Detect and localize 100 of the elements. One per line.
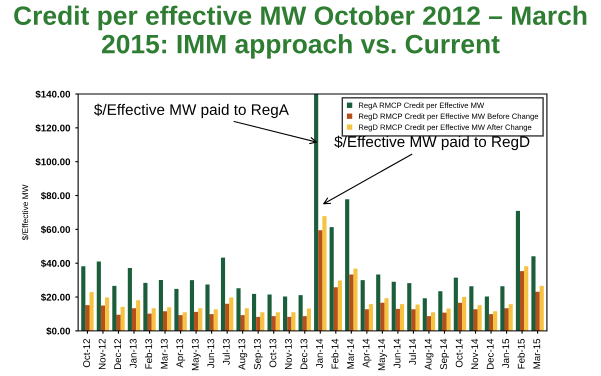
bar bbox=[345, 199, 350, 331]
bar bbox=[174, 288, 179, 331]
x-tick-label: Oct-14 bbox=[456, 338, 463, 368]
bar bbox=[478, 305, 482, 331]
x-tick-label: Jul-14 bbox=[408, 338, 416, 365]
x-tick-label: May-13 bbox=[192, 338, 201, 370]
bar bbox=[484, 296, 489, 331]
bar bbox=[473, 309, 478, 331]
bar bbox=[426, 316, 432, 331]
bar bbox=[272, 316, 276, 331]
bar bbox=[268, 294, 272, 331]
bar bbox=[422, 298, 427, 331]
x-tick-label: Mar-15 bbox=[533, 338, 540, 369]
bar bbox=[229, 298, 234, 331]
y-tick-label: $0.00 bbox=[46, 327, 70, 336]
bar bbox=[364, 309, 369, 331]
bar bbox=[469, 286, 474, 331]
x-tick-label: Aug-14 bbox=[424, 338, 434, 370]
bar bbox=[520, 271, 524, 331]
x-tick-label: Nov-13 bbox=[284, 338, 292, 370]
bar bbox=[384, 298, 389, 331]
bar bbox=[540, 286, 544, 331]
bar bbox=[415, 304, 420, 331]
bar bbox=[190, 280, 194, 331]
bar bbox=[392, 282, 396, 331]
bar bbox=[105, 298, 110, 331]
bar bbox=[400, 304, 404, 331]
bar bbox=[198, 308, 202, 331]
x-tick-label: Feb-13 bbox=[145, 338, 152, 369]
bar bbox=[314, 94, 318, 331]
bar bbox=[508, 304, 513, 331]
y-tick-label: $120.00 bbox=[35, 124, 70, 132]
x-tick-label: Oct-13 bbox=[269, 338, 276, 368]
bar bbox=[488, 314, 494, 331]
x-tick-label: Apr-14 bbox=[362, 338, 372, 368]
annotation: $/Effective MW paid to RegA bbox=[94, 104, 289, 118]
bar bbox=[260, 312, 264, 331]
bar bbox=[147, 314, 152, 331]
x-tick-label: Dec-14 bbox=[486, 338, 494, 370]
bar bbox=[531, 256, 536, 331]
bar bbox=[167, 307, 172, 331]
y-tick-label: $140.00 bbox=[35, 90, 70, 98]
bar bbox=[524, 266, 528, 331]
bar bbox=[411, 309, 416, 331]
x-tick-label: Dec-13 bbox=[300, 338, 308, 370]
bar bbox=[162, 311, 168, 331]
bar bbox=[504, 308, 509, 331]
x-tick-label: Mar-13 bbox=[160, 338, 168, 369]
x-tick-label: Dec-12 bbox=[114, 339, 122, 370]
x-tick-label: Mar-14 bbox=[347, 338, 354, 369]
bar bbox=[454, 278, 458, 331]
bar bbox=[407, 283, 412, 331]
bar bbox=[276, 312, 280, 331]
chart-title: Credit per effective MW October 2012 – March 2015: IMM approach vs. Current bbox=[14, 6, 586, 59]
bar bbox=[252, 294, 256, 331]
bar bbox=[96, 262, 101, 331]
x-tick-label: Jan-13 bbox=[130, 338, 137, 368]
x-tick-label: Aug-13 bbox=[238, 338, 248, 370]
bar bbox=[334, 287, 338, 331]
bar bbox=[116, 314, 121, 331]
bar bbox=[438, 291, 442, 331]
bar bbox=[210, 314, 214, 331]
bar bbox=[446, 308, 451, 331]
bar bbox=[225, 304, 230, 331]
bar bbox=[120, 306, 125, 331]
bar bbox=[85, 305, 90, 331]
bar bbox=[376, 274, 380, 331]
bar bbox=[143, 282, 148, 331]
bar bbox=[100, 306, 106, 331]
x-tick-label: Sep-14 bbox=[440, 338, 449, 370]
y-tick-label: $40.00 bbox=[40, 260, 70, 268]
bar bbox=[214, 309, 218, 331]
bar bbox=[458, 302, 462, 331]
bar bbox=[442, 312, 447, 331]
bar bbox=[182, 312, 187, 331]
bar bbox=[244, 308, 249, 331]
y-axis-title: $/Effective MW bbox=[22, 184, 29, 240]
bar bbox=[236, 288, 241, 331]
bar bbox=[194, 312, 198, 331]
x-tick-label: Nov-12 bbox=[98, 339, 106, 370]
bar bbox=[128, 268, 132, 331]
x-tick-label: Jun-13 bbox=[207, 338, 214, 368]
bar bbox=[536, 292, 540, 331]
x-tick-label: Oct-12 bbox=[83, 339, 90, 368]
bar bbox=[287, 316, 292, 331]
x-tick-label: Feb-14 bbox=[331, 338, 338, 369]
bar bbox=[298, 295, 303, 331]
x-tick-label: Sep-13 bbox=[254, 338, 263, 370]
bar bbox=[330, 227, 334, 331]
bar bbox=[152, 308, 156, 331]
bar bbox=[158, 280, 163, 331]
bar bbox=[516, 210, 520, 331]
x-tick-label: Apr-13 bbox=[176, 338, 186, 368]
bar bbox=[500, 286, 504, 331]
bar bbox=[81, 266, 86, 331]
bar bbox=[283, 296, 288, 331]
bar bbox=[462, 296, 466, 331]
x-tick-label: Jan-14 bbox=[316, 338, 323, 368]
bar bbox=[291, 312, 296, 331]
x-tick-label: Nov-14 bbox=[471, 338, 478, 370]
